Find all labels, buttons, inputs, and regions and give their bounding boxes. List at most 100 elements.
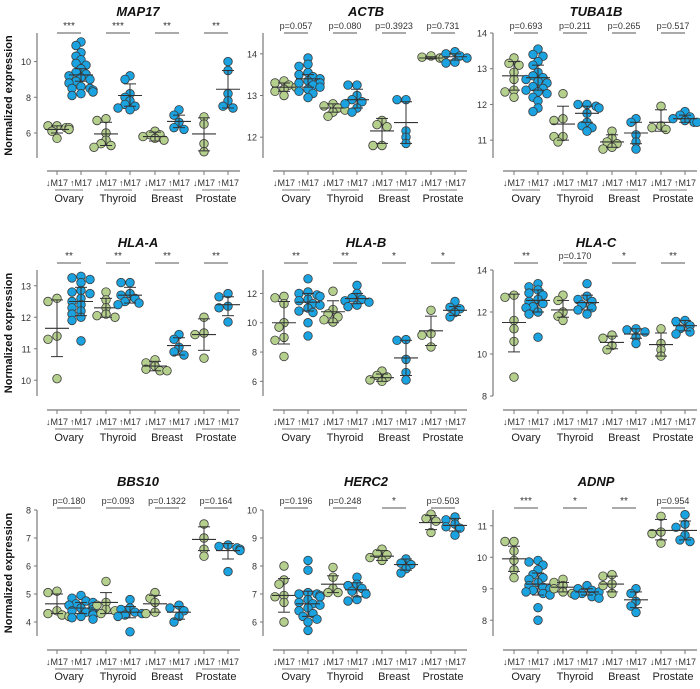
data-point [598,333,608,343]
x-group-label-low: ↓M17 [601,417,623,427]
x-group-label-low: ↓M17 [420,178,442,188]
x-group-label-low: ↓M17 [46,178,68,188]
data-point [303,625,313,636]
data-point [631,607,641,618]
data-point [315,300,325,310]
data-point [573,99,583,110]
significance-label: ** [292,251,300,262]
x-group-label-high: ↑M17 [70,657,92,667]
significance-label: ** [341,251,349,262]
data-point [528,49,538,60]
data-point [315,291,325,302]
x-group-label-low: ↓M17 [95,178,117,188]
data-point [509,92,519,102]
data-point [455,523,465,533]
significance-label: * [392,251,396,262]
y-tick-label: 10 [247,318,257,328]
significance-label: p=0.3923 [375,21,413,31]
data-point [365,375,375,385]
tissue-label: Thyroid [557,671,594,683]
x-group-label-high: ↑M17 [527,178,549,188]
data-point [656,324,666,334]
data-point [85,274,95,285]
data-point [553,137,563,147]
significance-label: p=0.265 [608,21,641,31]
x-group-label-low: ↓M17 [371,178,393,188]
data-point [352,280,362,291]
tissue-label: Breast [608,432,640,444]
x-group-label-low: ↓M17 [601,178,623,188]
x-group-label-low: ↓M17 [144,178,166,188]
data-point [372,548,382,559]
data-point [279,351,289,362]
data-point [199,353,209,363]
data-point [622,325,632,335]
data-point [582,278,592,289]
y-tick-label: 10 [21,57,31,67]
tissue-label: Ovary [54,671,84,683]
data-point [521,587,531,597]
data-point [125,277,135,288]
x-group-label-low: ↓M17 [273,657,295,667]
data-point [67,613,77,623]
x-group-label-low: ↓M17 [420,657,442,667]
data-point [294,86,304,97]
data-point [169,334,179,345]
data-point [274,322,284,332]
tissue-label: Thyroid [100,671,137,683]
x-group-label-low: ↓M17 [193,657,215,667]
x-group-label-low: ↓M17 [144,657,166,667]
data-point [509,536,519,547]
x-group-label-low: ↓M17 [552,178,574,188]
data-point [165,603,175,613]
tissue-label: Breast [151,432,183,444]
x-group-label-high: ↑M17 [346,178,368,188]
data-point [294,78,304,88]
data-point [303,318,313,328]
data-point [364,297,374,307]
x-group-label-high: ↑M17 [346,657,368,667]
x-group-label-high: ↑M17 [297,417,319,427]
data-point [647,528,657,539]
x-group-label-high: ↑M17 [168,417,190,427]
x-group-label-low: ↓M17 [650,417,672,427]
tissue-label: Ovary [511,432,541,444]
data-point [647,122,657,133]
data-point [76,89,86,99]
data-point [626,601,636,611]
data-point [89,142,99,152]
data-point [67,315,77,326]
data-point [582,126,592,136]
significance-label: p=0.164 [200,496,233,506]
data-point [656,101,666,111]
tissue-label: Prostate [653,671,694,683]
data-point [594,593,604,603]
tissue-label: Prostate [196,193,237,205]
y-tick-label: 14 [477,29,487,39]
y-tick-label: 7 [252,590,257,600]
significance-label: * [392,496,396,507]
tissue-label: Breast [151,193,183,205]
data-point [328,286,338,296]
x-group-label-high: ↑M17 [444,657,466,667]
x-group-label-high: ↑M17 [168,657,190,667]
x-group-label-high: ↑M17 [70,178,92,188]
y-tick-label: 8 [482,616,487,626]
data-point [315,592,325,602]
data-point [401,375,411,385]
data-point [270,592,280,602]
data-point [312,614,322,624]
data-point [680,510,690,520]
data-point [159,135,169,145]
data-point [671,329,681,339]
data-point [76,277,86,288]
x-group-label-high: ↑M17 [576,417,598,427]
x-group-label-high: ↑M17 [297,178,319,188]
significance-label: ** [65,251,73,262]
x-group-label-high: ↑M17 [395,657,417,667]
y-axis-label: Normalized expression [3,513,15,634]
